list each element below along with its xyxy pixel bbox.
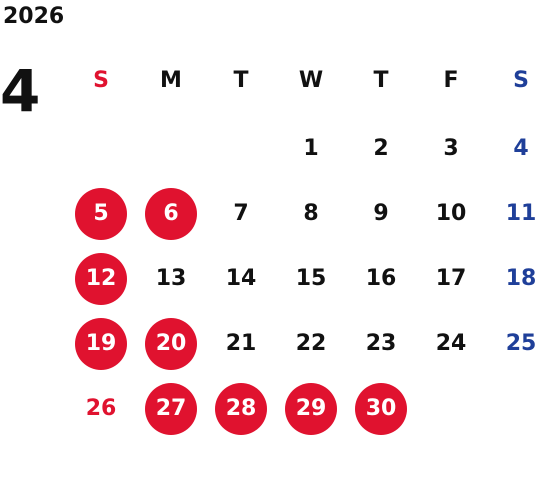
day-cell-highlighted: 6 bbox=[136, 181, 206, 246]
day-cell-highlighted: 5 bbox=[66, 181, 136, 246]
day-cell: 8 bbox=[276, 181, 346, 246]
day-cell-highlighted: 29 bbox=[276, 376, 346, 441]
calendar-month: 4 bbox=[0, 57, 41, 125]
day-number: 18 bbox=[505, 266, 537, 291]
day-number: 6 bbox=[145, 187, 197, 240]
day-number: 7 bbox=[233, 201, 249, 226]
weekday-sunday: S bbox=[93, 67, 109, 93]
day-number: 12 bbox=[75, 252, 127, 305]
day-cell: 7 bbox=[206, 181, 276, 246]
day-number: 24 bbox=[435, 331, 467, 356]
weekday-wednesday: W bbox=[298, 67, 324, 93]
day-cell-highlighted: 12 bbox=[66, 246, 136, 311]
weekday-friday: F bbox=[443, 67, 459, 93]
day-cell: 17 bbox=[416, 246, 486, 311]
day-number: 21 bbox=[225, 331, 257, 356]
day-cell-saturday: 25 bbox=[486, 311, 548, 376]
day-number: 16 bbox=[365, 266, 397, 291]
calendar-grid: S M T W T F S 1 2 3 4 5 6 7 8 9 10 11 12… bbox=[66, 44, 548, 441]
day-number: 4 bbox=[513, 136, 529, 161]
day-cell-saturday: 11 bbox=[486, 181, 548, 246]
day-cell: 13 bbox=[136, 246, 206, 311]
day-cell-empty bbox=[66, 116, 136, 181]
day-cell-sunday: 26 bbox=[66, 376, 136, 441]
day-cell-highlighted: 28 bbox=[206, 376, 276, 441]
day-cell-saturday: 18 bbox=[486, 246, 548, 311]
day-number: 8 bbox=[303, 201, 319, 226]
day-cell: 16 bbox=[346, 246, 416, 311]
day-number: 30 bbox=[355, 382, 407, 435]
day-number: 17 bbox=[435, 266, 467, 291]
day-cell: 24 bbox=[416, 311, 486, 376]
day-cell: 9 bbox=[346, 181, 416, 246]
day-number: 25 bbox=[505, 331, 537, 356]
day-cell-empty bbox=[136, 116, 206, 181]
day-cell-empty bbox=[206, 116, 276, 181]
day-cell: 15 bbox=[276, 246, 346, 311]
calendar-year: 2026 bbox=[3, 4, 65, 29]
day-cell: 23 bbox=[346, 311, 416, 376]
weekday-tuesday: T bbox=[233, 67, 249, 93]
day-cell: 2 bbox=[346, 116, 416, 181]
day-cell: 21 bbox=[206, 311, 276, 376]
day-number: 10 bbox=[435, 201, 467, 226]
weekday-thursday: T bbox=[373, 67, 389, 93]
day-number: 3 bbox=[443, 136, 459, 161]
weekday-saturday: S bbox=[513, 67, 529, 93]
day-number: 22 bbox=[295, 331, 327, 356]
day-number: 1 bbox=[303, 136, 319, 161]
day-number: 26 bbox=[85, 396, 117, 421]
day-number: 19 bbox=[75, 317, 127, 370]
day-number: 14 bbox=[225, 266, 257, 291]
day-cell-saturday: 4 bbox=[486, 116, 548, 181]
day-number: 2 bbox=[373, 136, 389, 161]
day-cell: 22 bbox=[276, 311, 346, 376]
day-cell-highlighted: 19 bbox=[66, 311, 136, 376]
day-cell-highlighted: 20 bbox=[136, 311, 206, 376]
weekday-monday: M bbox=[160, 67, 182, 93]
day-number: 27 bbox=[145, 382, 197, 435]
day-number: 11 bbox=[505, 201, 537, 226]
day-cell-empty bbox=[416, 376, 486, 441]
day-number: 9 bbox=[373, 201, 389, 226]
day-number: 13 bbox=[155, 266, 187, 291]
day-cell: 3 bbox=[416, 116, 486, 181]
day-number: 15 bbox=[295, 266, 327, 291]
day-cell: 14 bbox=[206, 246, 276, 311]
day-cell-highlighted: 30 bbox=[346, 376, 416, 441]
day-number: 28 bbox=[215, 382, 267, 435]
day-number: 23 bbox=[365, 331, 397, 356]
day-cell: 1 bbox=[276, 116, 346, 181]
day-number: 20 bbox=[145, 317, 197, 370]
day-cell-highlighted: 27 bbox=[136, 376, 206, 441]
day-cell: 10 bbox=[416, 181, 486, 246]
day-number: 5 bbox=[75, 187, 127, 240]
day-cell-empty bbox=[486, 376, 548, 441]
day-number: 29 bbox=[285, 382, 337, 435]
